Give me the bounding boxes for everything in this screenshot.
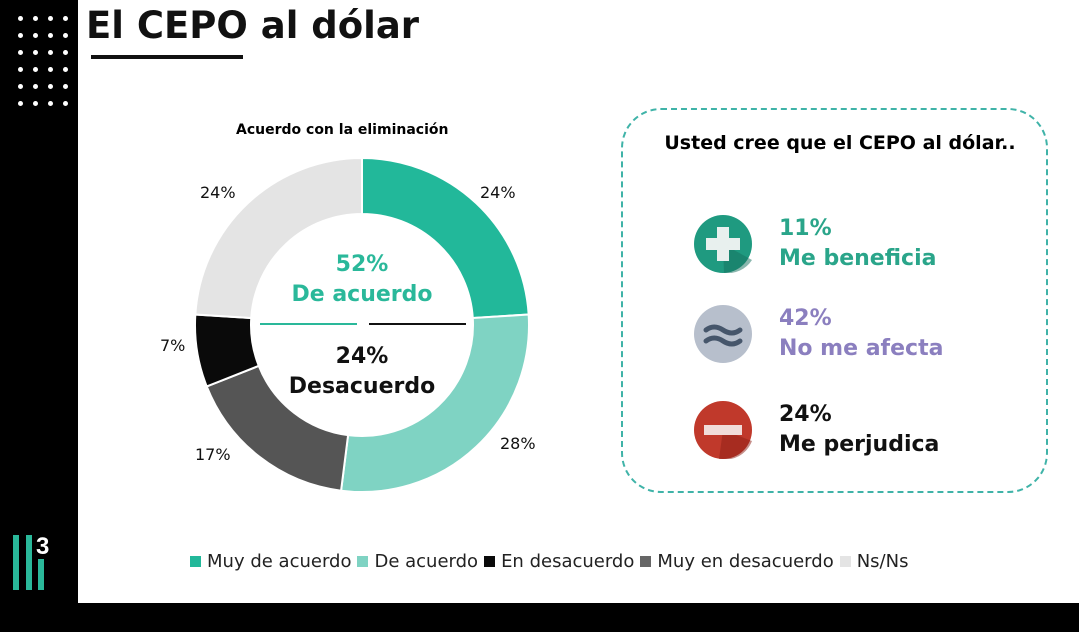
plus-icon [694,215,752,273]
legend-item: Muy de acuerdo [190,551,351,572]
legend-item: Ns/Ns [839,551,908,572]
logo: 3 [13,533,49,590]
label-muy-en-desacuerdo: 17% [195,445,231,464]
dots-decoration [14,12,74,110]
legend-item: Muy en desacuerdo [640,551,834,572]
opinion-panel [621,108,1048,493]
legend: Muy de acuerdo De acuerdo En desacuerdo … [190,551,908,572]
sidebar: 3 [0,0,78,632]
donut-slice-ns-ns [194,156,363,320]
divider-disagree [369,323,466,325]
minus-icon [694,401,752,459]
panel-title: Usted cree que el CEPO al dólar.. [664,132,1016,154]
legend-item: De acuerdo [357,551,478,572]
item-beneficia: 11% Me beneficia [694,214,936,274]
donut-slice-de-acuerdo [339,313,530,493]
disagree-label: Desacuerdo [288,374,436,399]
bottom-bar [0,603,1079,632]
divider-agree [260,323,357,325]
label-nsns: 24% [200,183,236,202]
pct: 42% [779,306,832,331]
pct: 24% [779,402,832,427]
label-de-acuerdo: 28% [500,434,536,453]
center-disagree: 24% Desacuerdo [252,342,472,402]
item-no-afecta: 42% No me afecta [694,304,943,364]
title-underline [91,55,243,59]
disagree-pct: 24% [335,344,389,369]
agree-label: De acuerdo [291,282,433,307]
svg-text:3: 3 [36,533,49,560]
page-title: El CEPO al dólar [86,4,420,47]
chart-title: Acuerdo con la eliminación [236,122,449,138]
item-perjudica: 24% Me perjudica [694,400,939,460]
legend-item: En desacuerdo [484,551,634,572]
label: Me perjudica [779,432,940,457]
approx-icon [694,305,752,363]
agree-pct: 52% [335,252,389,277]
label: No me afecta [779,336,944,361]
center-agree: 52% De acuerdo [252,250,472,310]
pct: 11% [779,216,832,241]
label-muy-de-acuerdo: 24% [480,183,516,202]
label: Me beneficia [779,246,937,271]
label-en-desacuerdo: 7% [160,336,186,355]
